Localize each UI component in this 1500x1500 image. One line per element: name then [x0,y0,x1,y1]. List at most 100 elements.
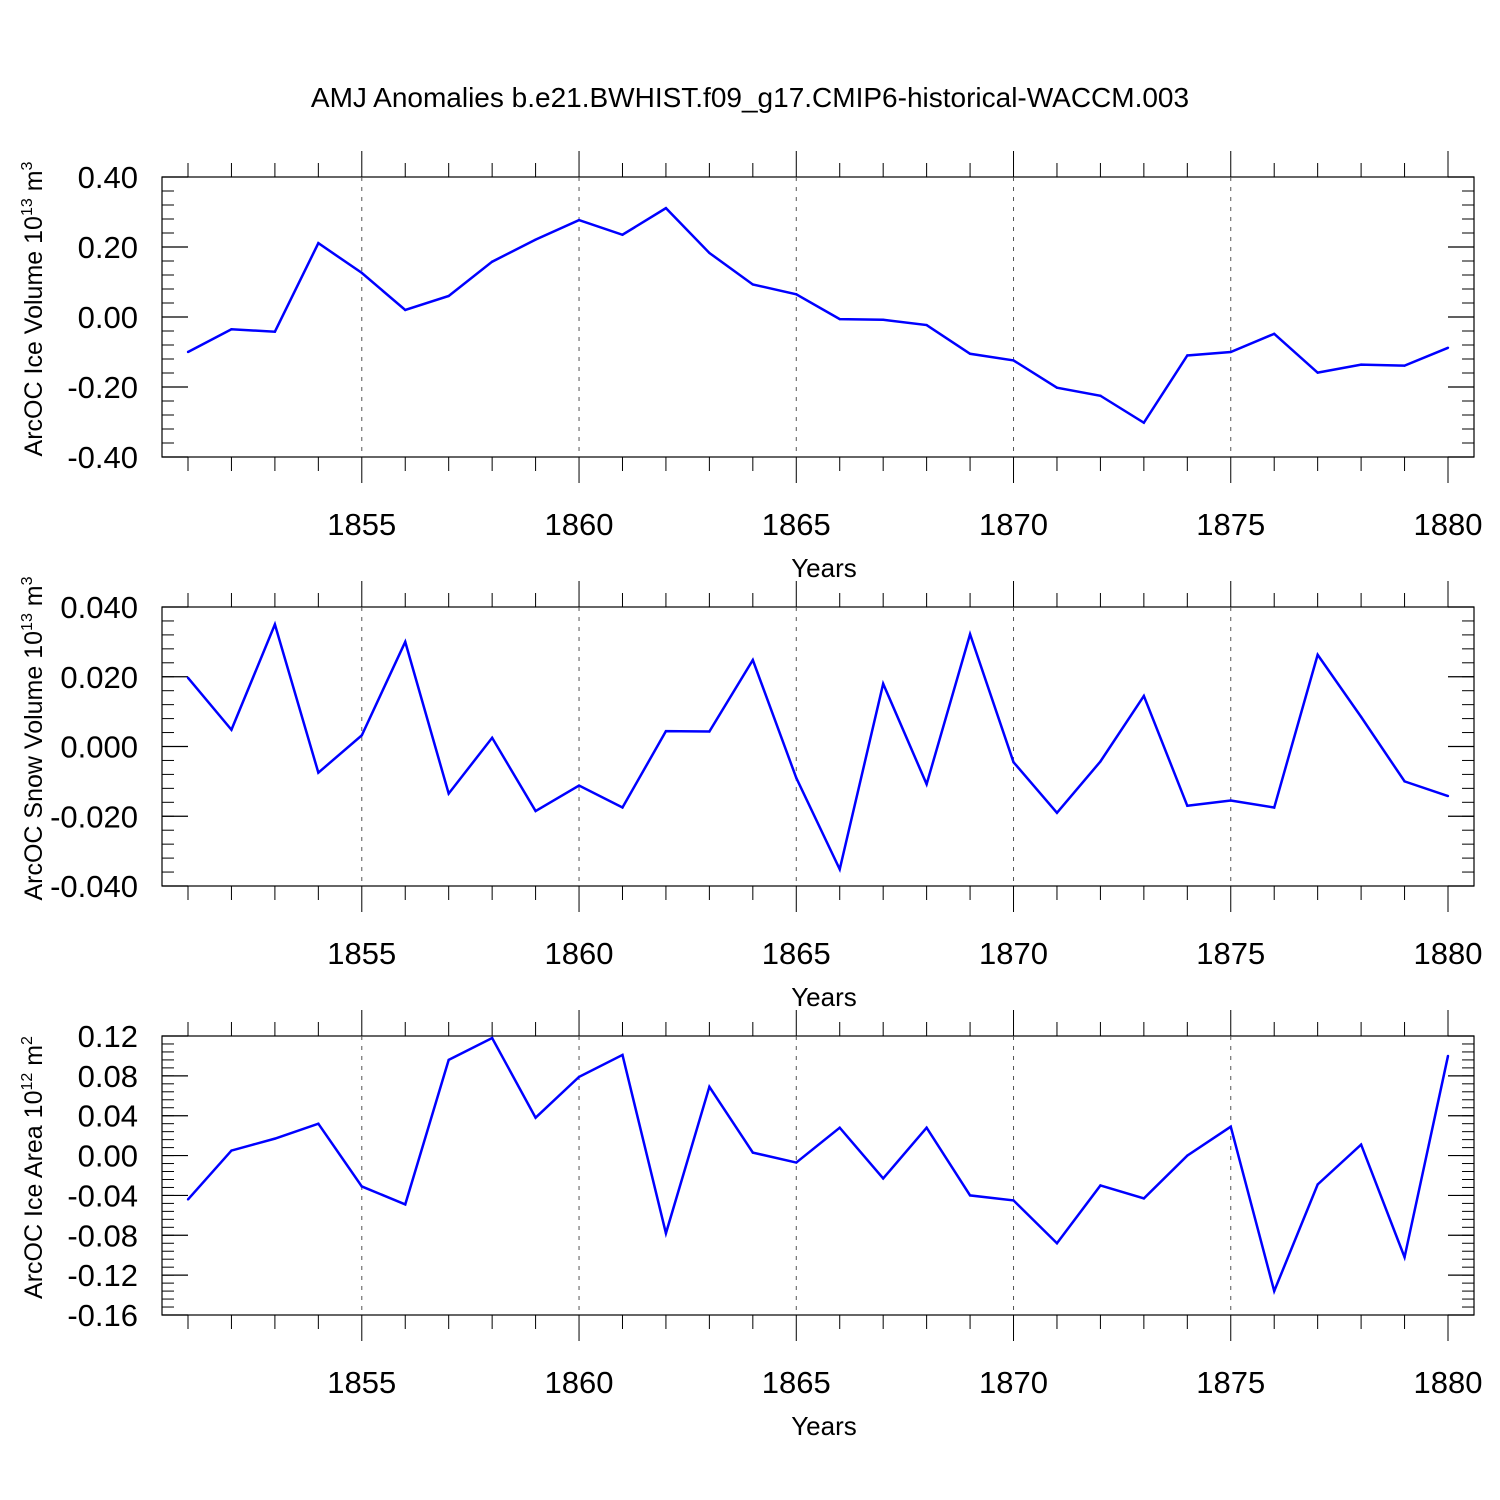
y-axis-label: ArcOC Ice Volume 1013 m3 [19,161,48,456]
data-point [708,251,711,255]
y-tick-label: 0.00 [78,300,138,335]
x-tick-label: 1875 [1196,936,1265,971]
data-point [621,806,624,809]
y-axis-label: ArcOC Ice Area 1012 m2 [19,1036,48,1299]
data-point [881,1177,885,1180]
data-point [1316,653,1319,656]
data-point [1403,364,1406,367]
data-point [534,1116,537,1119]
data-point [1099,394,1102,397]
data-point [1446,346,1450,349]
y-axis-label-unit: m [20,1045,48,1073]
y-tick-label: -0.020 [50,799,138,834]
data-point [186,350,190,354]
y-tick-label: -0.040 [50,869,138,904]
y-axis-label-exponent: 12 [19,1073,36,1091]
data-point [577,784,581,787]
data-point [1186,1154,1189,1157]
x-tick-label: 1870 [979,507,1048,542]
panel-ice-area: 0.12 0.08 0.04 0.00 -0.04 -0.08 -0.12 -0.16 1855… [19,1010,1482,1441]
data-point [795,1161,798,1164]
data-point [1055,386,1059,389]
data-point [230,328,233,331]
y-axis-label-power: 3 [19,576,36,585]
y-axis-label-unit: m [20,170,48,198]
y-axis-label: ArcOC Snow Volume 1013 m3 [19,576,48,900]
y-axis-label-exponent: 13 [19,198,36,216]
data-point [751,283,755,286]
data-point [447,792,450,795]
data-point [360,271,363,275]
y-tick-label: 0.020 [60,660,138,695]
data-point [577,218,581,222]
data-point [1273,332,1276,335]
data-point [317,771,320,774]
data-point [1012,1199,1015,1202]
x-tick-label: 1870 [979,1365,1048,1400]
data-point [404,308,407,312]
y-axis-label-unit: m [20,585,48,613]
data-point [230,728,233,731]
data-point [230,1149,233,1152]
data-point [1359,363,1363,366]
data-point [838,317,841,321]
data-point [1142,421,1146,424]
y-tick-label: 0.04 [78,1099,138,1134]
data-point [925,782,928,786]
data-point [708,1085,711,1089]
data-point [881,682,885,685]
y-axis-label-text: ArcOC Ice Area 10 [20,1091,48,1299]
x-tick-label: 1860 [545,936,614,971]
data-point [490,1036,494,1040]
data-point [273,330,277,333]
x-axis-label: Years [791,1411,857,1441]
data-point [1403,1256,1406,1259]
y-axis-label-text: ArcOC Snow Volume 10 [20,631,48,901]
y-tick-label: 0.040 [60,590,138,625]
x-tick-label: 1880 [1414,507,1483,542]
x-tick-label: 1855 [327,1365,396,1400]
data-point [577,1075,581,1079]
data-point [968,352,972,355]
x-tick-label: 1865 [762,507,831,542]
data-point [186,1198,190,1201]
data-point [1099,1184,1102,1187]
data-point [273,623,277,626]
data-point [447,294,450,298]
data-point [490,736,494,739]
data-point [404,640,407,644]
y-axis-label-text: ArcOC Ice Volume 10 [20,216,48,456]
data-point [534,238,537,241]
y-tick-label: 0.00 [78,1139,138,1174]
y-tick-label: -0.04 [67,1178,138,1213]
x-tick-label: 1865 [762,936,831,971]
data-point [664,1232,668,1235]
series-line [187,1036,1450,1296]
data-point [317,241,320,245]
data-point [360,1185,363,1188]
x-tick-label: 1860 [545,1365,614,1400]
data-point [838,1126,841,1129]
data-point [751,658,755,662]
data-point [360,734,363,737]
x-tick-label: 1880 [1414,1365,1483,1400]
data-point [621,233,624,236]
series-line [187,620,1449,874]
data-point [490,260,494,263]
data-point [1142,1197,1146,1200]
data-point [186,676,190,679]
x-tick-label: 1875 [1196,1365,1265,1400]
data-point [968,633,972,636]
plot-frame [161,1035,1475,1316]
data-point [664,729,668,733]
y-tick-label: 0.40 [78,160,138,195]
data-point [1273,1289,1276,1293]
data-point [795,776,798,780]
y-tick-label: -0.12 [67,1258,138,1293]
panel-snow-volume: 0.040 0.020 0.000 -0.020 -0.040 1855 1860 1865 1… [19,576,1482,1012]
data-point [1012,760,1015,764]
y-axis-label-power: 2 [19,1036,36,1045]
plot-frame [161,606,1475,887]
data-point [1359,1143,1363,1146]
